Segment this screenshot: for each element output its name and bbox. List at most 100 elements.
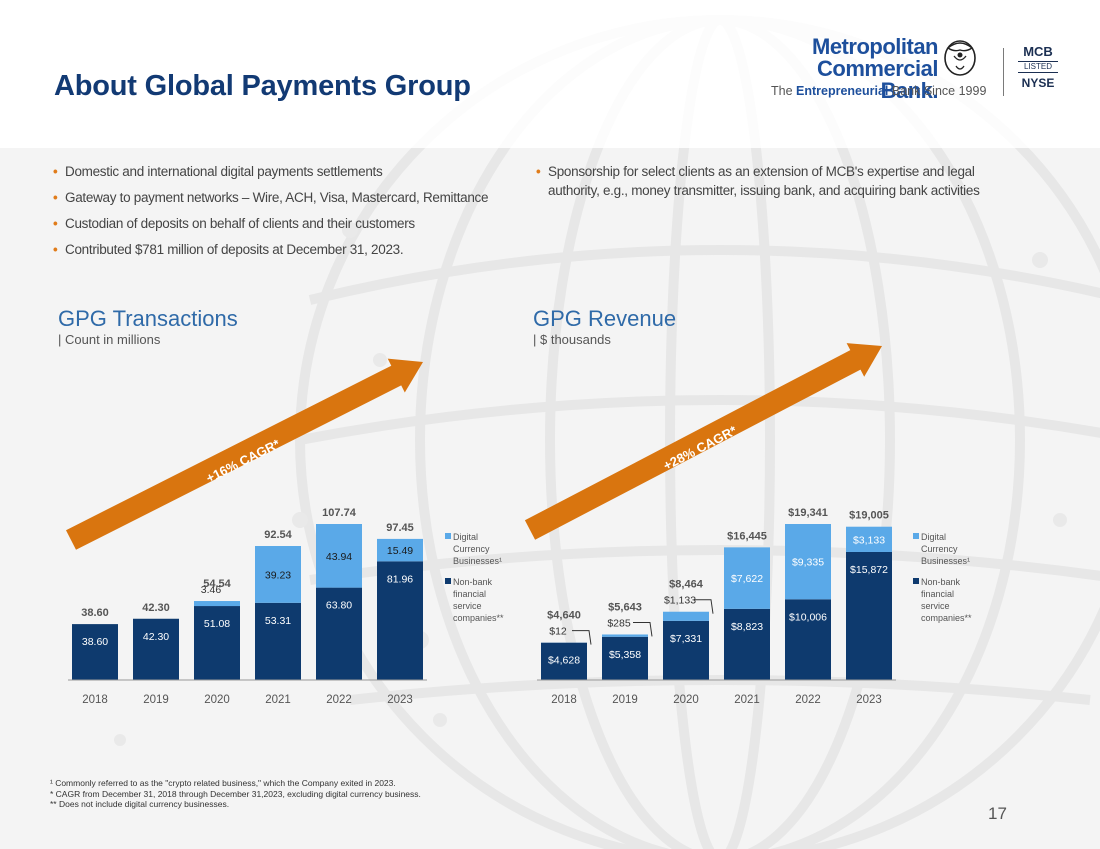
- listed-label: LISTED: [1018, 61, 1058, 73]
- chart-subtitle: | $ thousands: [533, 332, 611, 347]
- growth-arrow-icon: [66, 358, 423, 550]
- chart-transactions-heading: GPG Transactions | Count in millions: [58, 306, 238, 347]
- label-leader-line: [572, 630, 592, 645]
- bar-nonbank: [72, 624, 118, 680]
- legend-swatch-nonbank: [445, 578, 451, 584]
- x-tick-label: 2022: [326, 694, 352, 706]
- chart-title: GPG Revenue: [533, 306, 677, 331]
- nonbank-value-label: 81.96: [387, 573, 413, 585]
- growth-arrow-icon: [524, 343, 882, 540]
- bar-digital: [663, 611, 709, 621]
- total-value-label: 42.30: [142, 602, 170, 614]
- footnote: ¹ Commonly referred to as the "crypto re…: [50, 778, 396, 788]
- bar-digital: [255, 546, 301, 603]
- legend-label-nonbank: service: [453, 601, 482, 611]
- digital-value-label: 3.46: [201, 584, 222, 596]
- bar-digital: [377, 538, 423, 562]
- footnote: * CAGR from December 31, 2018 through De…: [50, 788, 421, 799]
- nonbank-value-label: $10,006: [789, 611, 827, 623]
- bullet-item: Contributed $781 million of deposits at …: [53, 240, 503, 259]
- tagline-post: Bank Since 1999: [888, 84, 987, 98]
- bullet-item: Domestic and international digital payme…: [53, 162, 503, 181]
- total-value-label: $5,643: [608, 601, 642, 613]
- x-tick-label: 2023: [387, 694, 413, 706]
- bullet-item: Sponsorship for select clients as an ext…: [536, 162, 996, 200]
- legend-swatch-nonbank: [913, 578, 919, 584]
- bullets-right: Sponsorship for select clients as an ext…: [536, 162, 996, 207]
- digital-value-label: $9,335: [792, 557, 824, 569]
- nonbank-value-label: 38.60: [82, 636, 108, 648]
- revenue-chart: +28% CAGR*$4,628$12$4,6402018$5,358$285$…: [524, 343, 972, 706]
- legend-label-nonbank: financial: [921, 589, 954, 599]
- bar-nonbank: [316, 587, 362, 680]
- bar-nonbank: [133, 618, 179, 680]
- nonbank-value-label: 42.30: [143, 631, 169, 643]
- bar-nonbank: [846, 551, 892, 680]
- bar-digital: [602, 634, 648, 637]
- digital-value-label: $1,133: [664, 595, 696, 607]
- total-value-label: $8,464: [669, 579, 704, 591]
- legend-label-nonbank: Non-bank: [921, 577, 961, 587]
- label-leader-line: [694, 599, 714, 614]
- bullet-item: Gateway to payment networks – Wire, ACH,…: [53, 188, 503, 207]
- bar-nonbank: [377, 561, 423, 680]
- logo-separator: [1003, 48, 1004, 96]
- bullets-left: Domestic and international digital payme…: [53, 162, 503, 266]
- digital-value-label: $3,133: [853, 534, 885, 546]
- x-tick-label: 2023: [856, 694, 882, 706]
- total-value-label: 38.60: [81, 607, 109, 619]
- bar-nonbank: [541, 642, 587, 680]
- ticker-symbol: MCB: [1023, 44, 1053, 59]
- digital-value-label: 15.49: [387, 545, 413, 557]
- total-value-label: 54.54: [203, 578, 231, 590]
- digital-value-label: $7,622: [731, 573, 763, 585]
- digital-value-label: $285: [607, 617, 631, 629]
- legend-label-nonbank: financial: [453, 589, 486, 599]
- legend-label-digital: Currency: [453, 544, 490, 554]
- legend-label-nonbank: companies**: [453, 613, 504, 623]
- nonbank-value-label: $5,358: [609, 649, 641, 661]
- legend-label-digital: Digital: [453, 532, 478, 542]
- bar-digital: [194, 601, 240, 607]
- bar-nonbank: [663, 620, 709, 680]
- bar-nonbank: [785, 599, 831, 680]
- legend-label-digital: Businesses¹: [453, 556, 502, 566]
- logo-tagline: The Entrepreneurial Bank Since 1999: [771, 84, 986, 98]
- nonbank-value-label: $7,331: [670, 633, 702, 645]
- total-value-label: $19,341: [788, 507, 828, 519]
- bank-logo: Metropolitan Commercial Bank. The Entrep…: [770, 36, 1070, 106]
- label-leader-line: [633, 621, 653, 637]
- total-value-label: 107.74: [322, 507, 357, 519]
- nonbank-value-label: $15,872: [850, 564, 888, 576]
- x-tick-label: 2022: [795, 694, 821, 706]
- bullet-item: Custodian of deposits on behalf of clien…: [53, 214, 503, 233]
- eagle-emblem-icon: [944, 40, 976, 76]
- x-tick-label: 2018: [82, 694, 108, 706]
- x-tick-label: 2021: [265, 694, 291, 706]
- legend-label-nonbank: companies**: [921, 613, 972, 623]
- total-value-label: $4,640: [547, 610, 581, 622]
- x-tick-label: 2020: [204, 694, 230, 706]
- x-tick-label: 2021: [734, 694, 760, 706]
- transactions-chart: +16% CAGR*38.6038.60201842.3042.30201951…: [66, 358, 504, 706]
- page-number: 17: [988, 804, 1007, 823]
- nonbank-value-label: 53.31: [265, 615, 291, 627]
- bar-digital: [316, 524, 362, 588]
- legend-label-digital: Currency: [921, 544, 958, 554]
- nonbank-value-label: 51.08: [204, 618, 230, 630]
- page-title: About Global Payments Group: [54, 70, 471, 102]
- nonbank-value-label: 63.80: [326, 600, 352, 612]
- total-value-label: $19,005: [849, 510, 889, 522]
- x-tick-label: 2020: [673, 694, 699, 706]
- bar-digital: [846, 526, 892, 552]
- legend-label-nonbank: service: [921, 601, 950, 611]
- nonbank-value-label: $8,823: [731, 621, 763, 633]
- digital-value-label: 39.23: [265, 569, 291, 581]
- legend-label-digital: Businesses¹: [921, 556, 970, 566]
- nonbank-value-label: $4,628: [548, 655, 580, 667]
- bar-nonbank: [255, 602, 301, 680]
- x-tick-label: 2018: [551, 694, 577, 706]
- total-value-label: 92.54: [264, 529, 292, 541]
- x-tick-label: 2019: [612, 694, 638, 706]
- legend-swatch-digital: [445, 533, 451, 539]
